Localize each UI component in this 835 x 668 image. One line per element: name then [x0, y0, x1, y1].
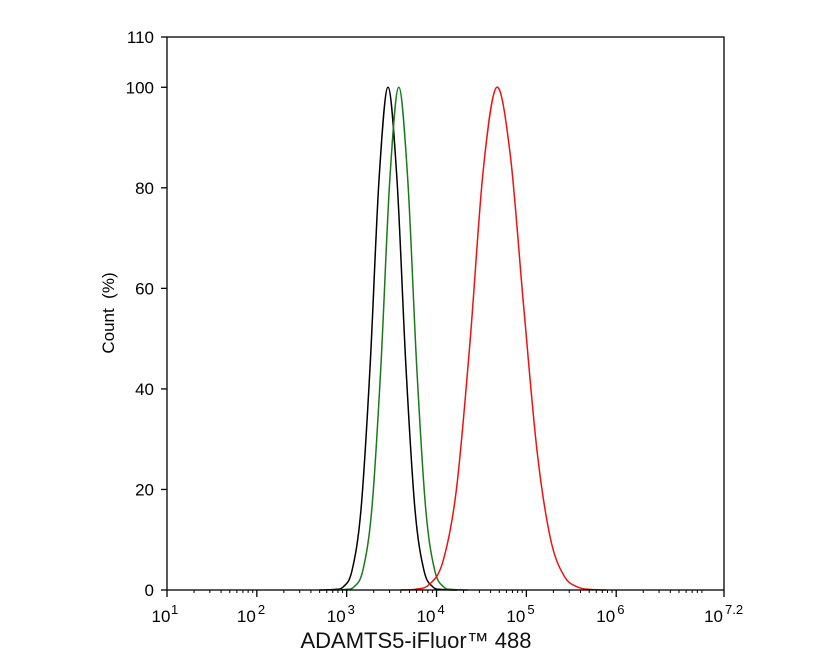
x-tick-label: 10	[596, 607, 615, 626]
x-tick-exponent: 7.2	[725, 602, 743, 617]
y-tick-label: 60	[135, 279, 154, 298]
y-tick-label: 20	[135, 480, 154, 499]
y-axis-title: Count (%)	[99, 272, 118, 353]
x-tick-label: 10	[417, 607, 436, 626]
x-tick-exponent: 4	[438, 602, 445, 617]
y-tick-label: 100	[126, 78, 154, 97]
x-tick-label: 10	[506, 607, 525, 626]
y-axis: 0 20 40 60 80 100 110	[126, 28, 167, 600]
x-axis: 10 1 10 2 10 3 10 4 10 5 10 6 10 7.2	[152, 590, 743, 626]
plot-frame	[166, 36, 725, 591]
x-tick-label: 10	[152, 607, 171, 626]
y-tick-label: 0	[145, 581, 154, 600]
x-axis-title: ADAMTS5-iFluor™ 488	[300, 628, 531, 653]
y-tick-label: 110	[127, 28, 154, 47]
x-tick-label: 10	[327, 607, 346, 626]
y-tick-label: 40	[135, 380, 154, 399]
series-line-1	[329, 86, 468, 591]
x-tick-exponent: 5	[527, 602, 534, 617]
series-line-0	[319, 86, 457, 591]
x-tick-exponent: 2	[258, 602, 265, 617]
x-tick-label: 10	[237, 607, 256, 626]
series-layer	[319, 86, 607, 591]
x-tick-exponent: 3	[348, 602, 355, 617]
y-tick-label: 80	[135, 179, 154, 198]
x-tick-label: 10	[704, 607, 723, 626]
x-tick-exponent: 1	[171, 602, 178, 617]
x-tick-exponent: 6	[617, 602, 624, 617]
series-line-2	[400, 86, 607, 591]
